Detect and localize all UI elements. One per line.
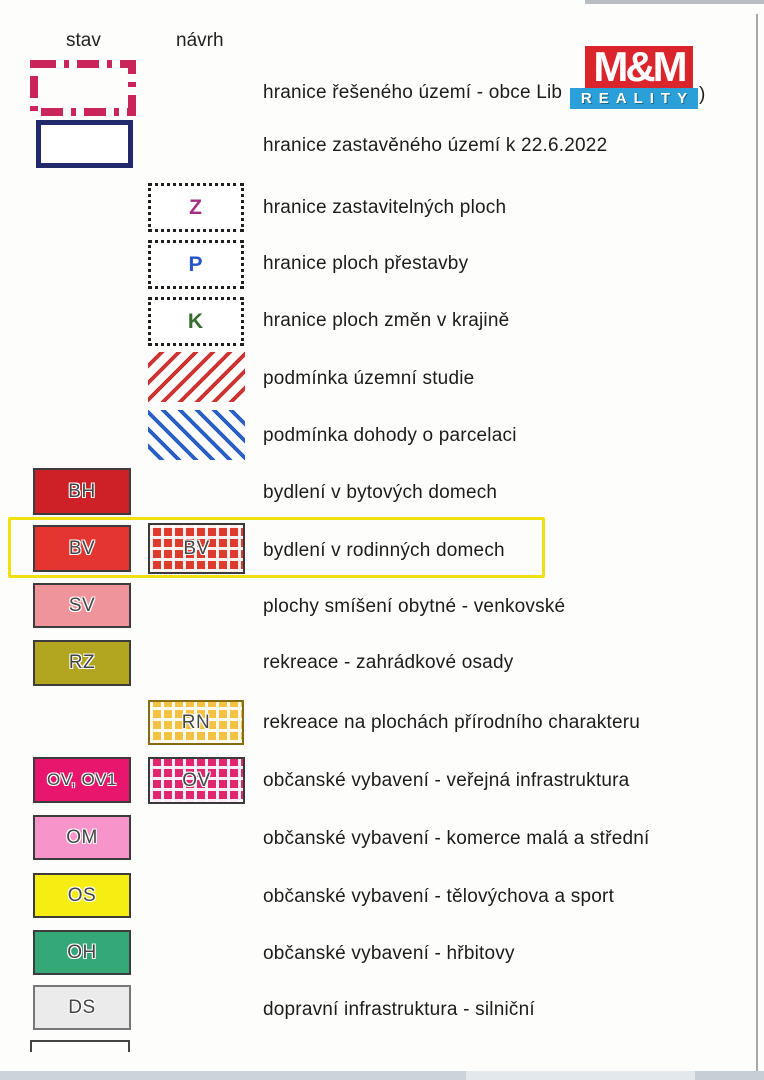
logo-subtitle: REALITY [580,90,695,107]
legend-label: dopravní infrastruktura - silniční [263,999,535,1020]
legend-label: hranice ploch přestavby [263,253,469,274]
zastavitelne-plochy-swatch: Z [148,183,244,232]
legend-label: hranice ploch změn v krajině [263,310,510,331]
column-header-stav: stav [66,30,101,51]
code-bv-stav: BV [68,537,96,559]
uzemni-studie-swatch [148,352,245,402]
legend-label: hranice zastavěného území k 22.6.2022 [263,135,608,156]
rn-swatch: RN [148,700,244,745]
rz-swatch: RZ [33,640,131,686]
code-bh: BH [68,480,96,502]
code-rz: RZ [68,652,96,673]
bv-navrh-swatch: BV [148,523,245,574]
code-ov-stav: OV, OV1 [47,770,117,789]
legend-label: hranice zastavitelných ploch [263,197,507,218]
code-ov-navrh: OV [182,769,211,791]
code-oh: OH [67,941,97,963]
legend-label: občanské vybavení - hřbitovy [263,943,515,964]
code-sv: SV [68,594,96,616]
legend-label: hranice řešeného území - obce Lib [263,82,563,103]
highlight-rectangle [8,517,545,578]
covered-text-paren: ) [699,84,706,105]
scan-edge-bottom [0,1071,764,1080]
letter-p: P [188,252,204,276]
cutoff-swatch [30,1040,130,1052]
legend-label: podmínka územní studie [263,368,475,389]
code-ds: DS [68,996,96,1018]
code-os: OS [67,884,97,906]
mm-reality-logo: M&M [585,46,693,88]
zmeny-v-krajine-swatch: K [148,297,244,346]
mm-reality-logo-banner: REALITY [570,88,698,109]
legend-label: občanské vybavení - tělovýchova a sport [263,886,615,907]
scan-edge-right [756,14,758,1080]
legend-label: bydlení v rodinných domech [263,540,505,561]
bv-stav-swatch: BV [33,525,131,572]
code-om: OM [66,826,98,848]
plochy-prestavby-swatch: P [148,240,244,289]
os-swatch: OS [33,873,131,918]
legend-label: rekreace - zahrádkové osady [263,652,514,673]
om-swatch: OM [33,815,131,860]
letter-k: K [187,309,205,333]
code-rn: RN [181,711,211,733]
legend-label: plochy smíšení obytné - venkovské [263,596,566,617]
legend-label: podmínka dohody o parcelaci [263,425,517,446]
sv-swatch: SV [33,583,131,628]
code-bv-navrh: BV [183,537,210,559]
legend-label: občanské vybavení - komerce malá a střed… [263,828,650,849]
column-header-navrh: návrh [176,30,224,51]
ds-swatch: DS [33,985,131,1030]
dashdot-boundary-swatch [30,60,136,116]
legend-label: rekreace na plochách přírodního charakte… [263,712,641,733]
bh-swatch: BH [33,468,131,515]
legend-label: bydlení v bytových domech [263,482,498,503]
letter-z: Z [189,195,203,219]
ov-stav-swatch: OV, OV1 [33,757,131,803]
logo-title: M&M [593,43,687,90]
scan-edge-top [585,0,764,4]
legend-label: občanské vybavení - veřejná infrastruktu… [263,770,630,791]
oh-swatch: OH [33,930,131,975]
builtup-boundary-swatch [36,120,133,168]
ov-navrh-swatch: OV [148,757,245,804]
dohoda-o-parcelaci-swatch [148,410,245,460]
